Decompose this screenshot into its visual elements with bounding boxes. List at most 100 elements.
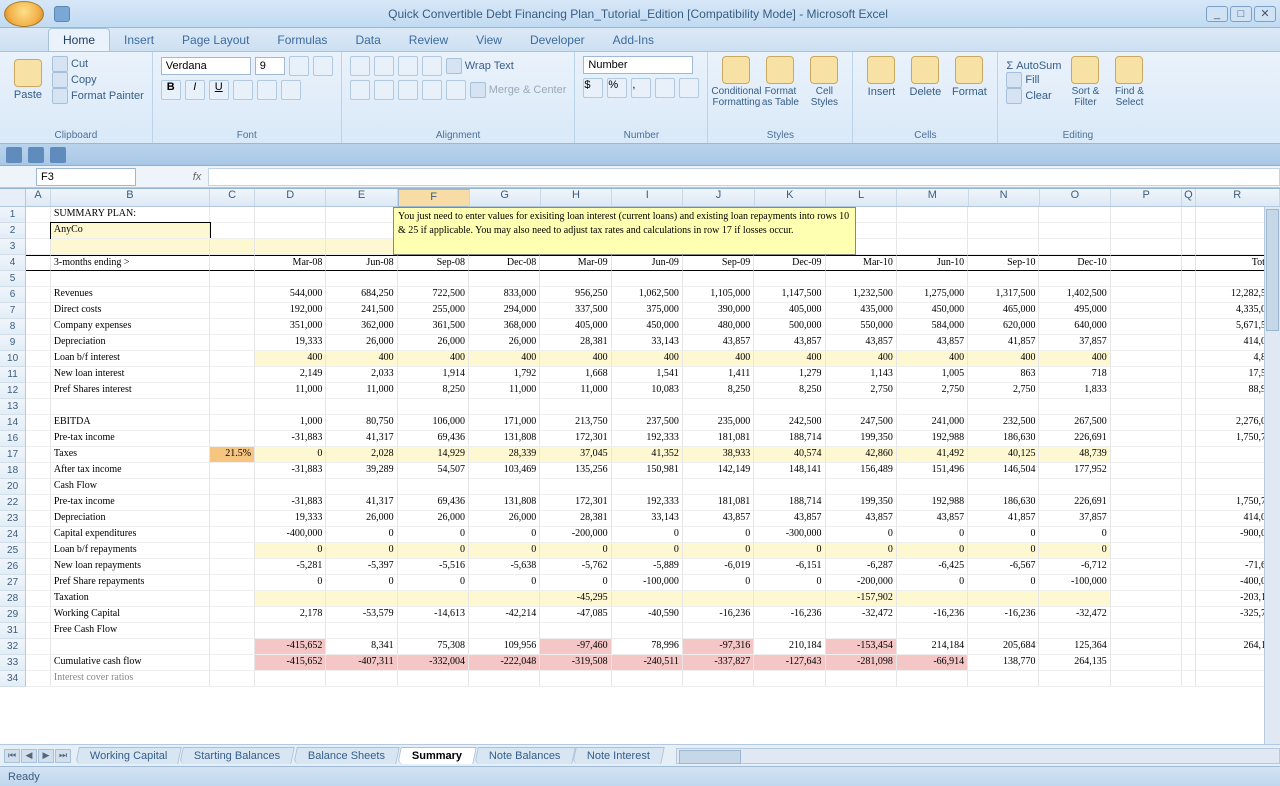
cell[interactable]: 0 — [683, 527, 754, 543]
cell[interactable]: -16,236 — [754, 607, 825, 623]
cell[interactable] — [26, 223, 51, 239]
cell[interactable]: -157,902 — [826, 591, 897, 607]
cell[interactable]: 368,000 — [469, 319, 540, 335]
cell[interactable]: Cumulative cash flow — [51, 655, 210, 671]
cell[interactable] — [1111, 223, 1182, 239]
underline-button[interactable]: U — [209, 80, 229, 100]
cell[interactable] — [26, 463, 51, 479]
cell[interactable]: 2,033 — [326, 367, 397, 383]
ribbon-tab-home[interactable]: Home — [48, 28, 110, 51]
cell[interactable] — [26, 511, 51, 527]
cell[interactable]: 205,684 — [968, 639, 1039, 655]
font-size-select[interactable] — [255, 57, 285, 75]
cell[interactable] — [826, 479, 897, 495]
cell[interactable]: 400 — [469, 351, 540, 367]
cell[interactable]: 54,507 — [398, 463, 469, 479]
cell[interactable]: 192,333 — [612, 495, 683, 511]
cell[interactable]: 41,352 — [612, 447, 683, 463]
indent-inc-icon[interactable] — [446, 80, 466, 100]
fill-button[interactable]: Fill — [1006, 72, 1061, 88]
cell[interactable] — [210, 463, 255, 479]
name-box[interactable]: F3 — [36, 168, 136, 186]
cell[interactable] — [469, 623, 540, 639]
row-header[interactable]: 13 — [0, 399, 26, 415]
cell[interactable] — [540, 479, 611, 495]
cell[interactable]: 1,317,500 — [968, 287, 1039, 303]
cell[interactable]: 405,000 — [754, 303, 825, 319]
row-header[interactable]: 20 — [0, 479, 26, 495]
cell[interactable] — [469, 591, 540, 607]
cell[interactable] — [897, 591, 968, 607]
cell[interactable] — [683, 479, 754, 495]
cell[interactable] — [1182, 479, 1196, 495]
cell[interactable] — [210, 495, 255, 511]
cell[interactable] — [612, 399, 683, 415]
cell[interactable] — [26, 527, 51, 543]
cell[interactable]: 69,436 — [398, 495, 469, 511]
align-left-icon[interactable] — [350, 80, 370, 100]
conditional-formatting-button[interactable]: Conditional Formatting — [716, 56, 756, 108]
cell[interactable]: 1,000 — [255, 415, 326, 431]
cell[interactable] — [1182, 335, 1196, 351]
cell[interactable]: 131,808 — [469, 495, 540, 511]
col-header-I[interactable]: I — [612, 189, 683, 206]
cell[interactable] — [1182, 303, 1196, 319]
cell[interactable]: 0 — [826, 543, 897, 559]
cell[interactable] — [469, 671, 540, 687]
cell[interactable]: 42,860 — [826, 447, 897, 463]
row-header[interactable]: 14 — [0, 415, 26, 431]
cell[interactable] — [1039, 591, 1110, 607]
cell[interactable] — [1182, 527, 1196, 543]
row-header[interactable]: 22 — [0, 495, 26, 511]
cell[interactable]: 450,000 — [612, 319, 683, 335]
cell[interactable]: 40,125 — [968, 447, 1039, 463]
cell[interactable]: 1,105,000 — [683, 287, 754, 303]
cell[interactable] — [683, 591, 754, 607]
cell[interactable] — [326, 479, 397, 495]
cell[interactable] — [1111, 239, 1182, 255]
cell[interactable] — [1111, 495, 1182, 511]
cell[interactable] — [1111, 207, 1182, 223]
cell[interactable]: 0 — [255, 575, 326, 591]
cell[interactable] — [1111, 383, 1182, 399]
cell[interactable]: 21.5% — [210, 447, 255, 463]
cell[interactable] — [255, 623, 326, 639]
cell[interactable] — [26, 271, 51, 287]
cell[interactable]: 640,000 — [1039, 319, 1110, 335]
cell[interactable] — [26, 639, 51, 655]
cell[interactable]: 2,750 — [968, 383, 1039, 399]
cell[interactable] — [897, 623, 968, 639]
border-button[interactable] — [233, 80, 253, 100]
cell[interactable]: New loan repayments — [51, 559, 210, 575]
cell[interactable] — [540, 623, 611, 639]
cell[interactable] — [826, 271, 897, 287]
cell[interactable]: -16,236 — [968, 607, 1039, 623]
font-name-select[interactable] — [161, 57, 251, 75]
ribbon-tab-review[interactable]: Review — [395, 29, 462, 51]
cell[interactable] — [210, 367, 255, 383]
cell[interactable] — [255, 271, 326, 287]
cell[interactable] — [210, 255, 255, 271]
cell[interactable] — [754, 623, 825, 639]
cell[interactable]: 0 — [326, 575, 397, 591]
cell[interactable] — [1182, 351, 1196, 367]
cell[interactable]: 142,149 — [683, 463, 754, 479]
cell[interactable]: 146,504 — [968, 463, 1039, 479]
cell[interactable] — [26, 495, 51, 511]
undo-icon[interactable] — [28, 147, 44, 163]
row-header[interactable]: 9 — [0, 335, 26, 351]
cell[interactable]: 390,000 — [683, 303, 754, 319]
cell[interactable]: -47,085 — [540, 607, 611, 623]
align-right-icon[interactable] — [398, 80, 418, 100]
cell[interactable]: 226,691 — [1039, 495, 1110, 511]
cell[interactable]: 0 — [683, 543, 754, 559]
cell[interactable]: -6,425 — [897, 559, 968, 575]
cell[interactable] — [1111, 431, 1182, 447]
cell[interactable] — [1039, 623, 1110, 639]
cell[interactable]: 26,000 — [469, 511, 540, 527]
cell[interactable]: 26,000 — [398, 511, 469, 527]
cell[interactable]: 267,500 — [1039, 415, 1110, 431]
cell[interactable] — [612, 591, 683, 607]
cell[interactable]: 722,500 — [398, 287, 469, 303]
cell[interactable]: -31,883 — [255, 495, 326, 511]
